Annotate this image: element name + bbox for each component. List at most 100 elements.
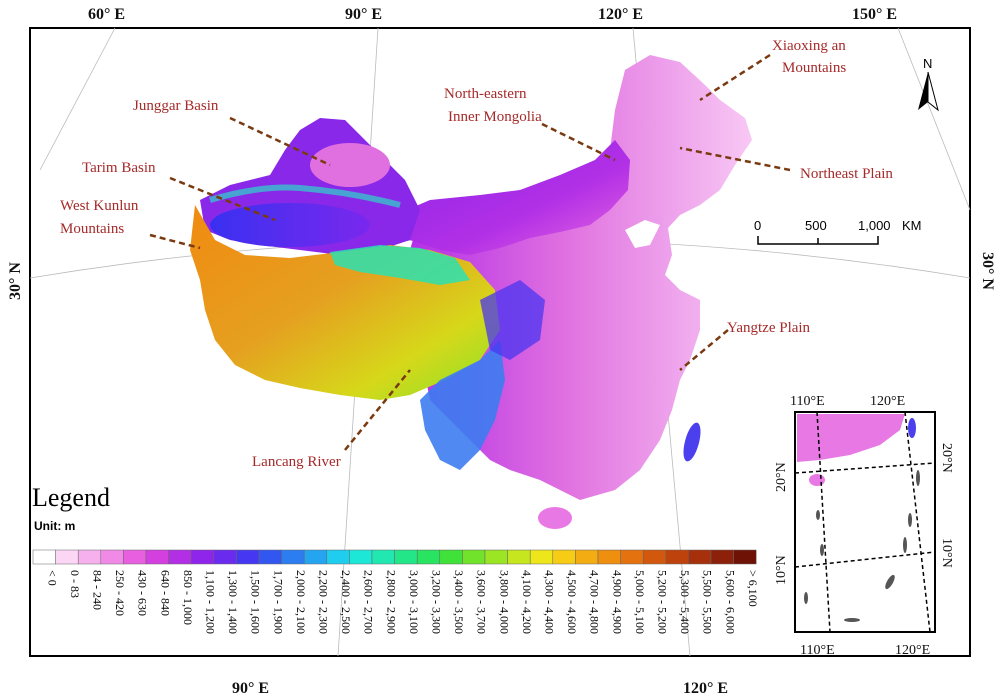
legend-swatch: [32, 549, 56, 565]
legend-swatch: [394, 549, 418, 565]
legend-class-label: 2,400 - 2,500: [339, 570, 353, 634]
legend-class-label: 4,700 - 4,800: [588, 570, 602, 634]
label-ne-inner-mongolia-2: Inner Mongolia: [448, 109, 542, 125]
label-junggar-basin: Junggar Basin: [133, 98, 219, 114]
legend-class-label: 4,900 - 4,900: [610, 570, 624, 634]
yunnan-transition: [420, 340, 505, 470]
legend-swatch: [145, 549, 169, 565]
legend-swatch: [213, 549, 237, 565]
inset-left-20n: 20°N: [774, 462, 789, 492]
inset-right-20n: 20°N: [939, 443, 954, 473]
legend-swatch: [462, 549, 486, 565]
legend-class-label: > 6,100: [746, 570, 760, 607]
bohai-sea: [625, 220, 660, 248]
legend-swatch: [123, 549, 147, 565]
label-xiaoxingan-2: Mountains: [782, 60, 846, 76]
legend-class-label: 0 - 83: [68, 570, 82, 598]
legend-swatch: [236, 549, 260, 565]
legend-class-label: 1,500 - 1,600: [249, 570, 263, 634]
inset-map: 110°E 120°E 110°E 120°E 20°N 10°N 20°N 1…: [774, 394, 954, 658]
legend-class-label: 3,800 - 4,000: [497, 570, 511, 634]
scale-unit: KM: [902, 218, 922, 233]
legend-swatch: [688, 549, 712, 565]
junggar-basin-area: [310, 143, 390, 187]
legend-class-label: 850 - 1,000: [181, 570, 195, 625]
legend-class-label: 5,600 - 6,000: [723, 570, 737, 634]
legend-swatch: [507, 549, 531, 565]
inset-right-10n: 10°N: [939, 538, 954, 568]
legend-class-label: 430 - 630: [136, 570, 150, 616]
legend-swatch: [168, 549, 192, 565]
legend-class-label: 2,200 - 2,300: [317, 570, 331, 634]
legend-class-label: 4,100 - 4,200: [520, 570, 534, 634]
label-west-kunlun-1: West Kunlun: [60, 198, 139, 214]
legend-swatch: [77, 549, 102, 565]
legend-class-label: 5,000 - 5,100: [633, 570, 647, 634]
label-ne-inner-mongolia-1: North-eastern: [444, 86, 527, 102]
legend-swatch: [733, 549, 757, 565]
hainan-island: [538, 507, 572, 529]
legend-swatch: [642, 549, 667, 565]
legend-swatch: [620, 549, 644, 565]
legend-swatch: [190, 549, 215, 565]
legend-class-label: < 0: [45, 570, 59, 586]
legend-class-label: 3,000 - 3,100: [407, 570, 421, 634]
tianshan-band: [209, 184, 401, 208]
legend-class-label: 2,000 - 2,100: [294, 570, 308, 634]
legend-class-label: 3,400 - 3,500: [452, 570, 466, 634]
legend-swatch: [710, 549, 734, 565]
inset-islands: [804, 470, 920, 622]
leader-lines: [149, 53, 791, 451]
legend-class-label: 5,300 - 5,400: [678, 570, 692, 634]
legend-unit: Unit: m: [34, 519, 75, 533]
graticule-top-90e: 90° E: [345, 6, 382, 23]
legend-class-label: 1,700 - 1,900: [271, 570, 285, 634]
inset-hainan: [809, 474, 825, 486]
inset-left-10n: 10°N: [774, 555, 789, 585]
label-northeast-plain: Northeast Plain: [800, 166, 893, 182]
taiwan-island: [683, 422, 701, 462]
north-arrow-icon: [918, 72, 928, 110]
legend-swatch: [575, 549, 599, 565]
legend-swatch: [529, 549, 554, 565]
legend-class-label: 3,200 - 3,300: [430, 570, 444, 634]
legend-class-label: 4,500 - 4,600: [565, 570, 579, 634]
graticule-bottom-90e: 90° E: [232, 680, 269, 697]
scale-label-1000: 1,000: [858, 218, 891, 233]
legend-class-label: 5,500 - 5,500: [701, 570, 715, 634]
legend-swatch: [303, 549, 328, 565]
inset-bottom-110e: 110°E: [800, 643, 835, 658]
scale-label-0: 0: [754, 218, 761, 233]
scale-label-500: 500: [805, 218, 827, 233]
legend-labels: < 0 0 - 83 84 - 240 250 - 420 430 - 630 640 -…: [45, 570, 760, 634]
legend-swatch: [371, 549, 395, 565]
scale-bar: 0 500 1,000 KM: [754, 218, 922, 245]
legend-swatch: [55, 549, 79, 565]
north-arrow-label: N: [923, 56, 932, 71]
sichuan-transition: [480, 280, 545, 360]
label-yangtze-plain: Yangtze Plain: [727, 320, 811, 336]
legend-swatches: [32, 549, 757, 565]
label-lancang-river: Lancang River: [252, 454, 341, 470]
legend-class-label: 84 - 240: [91, 570, 105, 610]
legend-class-label: 3,600 - 3,700: [475, 570, 489, 634]
legend-class-label: 4,300 - 4,400: [543, 570, 557, 634]
legend-swatch: [416, 549, 441, 565]
legend-swatch: [326, 549, 350, 565]
legend-class-label: 2,600 - 2,700: [362, 570, 376, 634]
legend-swatch: [349, 549, 373, 565]
inset-mainland: [797, 414, 905, 462]
graticule-right-30n: 30° N: [979, 252, 995, 290]
legend-swatch: [552, 549, 576, 565]
legend-swatch: [484, 549, 508, 565]
inset-graticule: [794, 411, 936, 633]
label-west-kunlun-2: Mountains: [60, 221, 124, 237]
legend-swatch: [597, 549, 621, 565]
legend-class-label: 250 - 420: [113, 570, 127, 616]
legend-swatch: [281, 549, 305, 565]
graticule-top-120e: 120° E: [598, 6, 643, 23]
graticule-left-30n: 30° N: [7, 262, 24, 300]
legend-swatch: [100, 549, 124, 565]
inset-top-110e: 110°E: [790, 394, 825, 409]
